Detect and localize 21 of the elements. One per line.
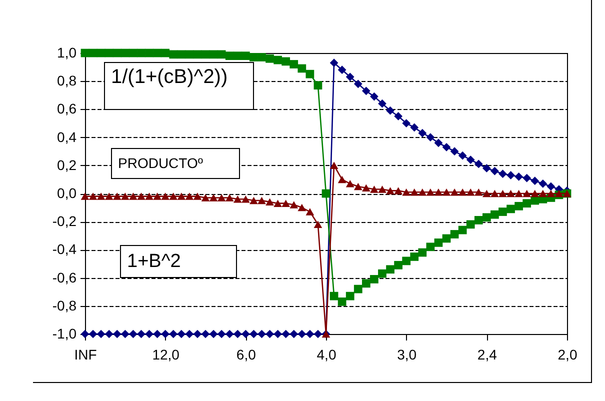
y-tick-label: -0,8 [52, 297, 77, 314]
y-tick-label: 0,0 [57, 185, 77, 201]
text-box: PRODUCTOº [111, 148, 240, 179]
x-tick-label: INF [74, 346, 97, 362]
y-tick-label: 0,4 [57, 128, 77, 145]
x-tick-label: 2,0 [558, 346, 578, 362]
x-tick-label: 4,0 [316, 346, 336, 362]
x-tick-label: 6,0 [236, 346, 256, 362]
x-tick-label: 2,4 [477, 346, 498, 362]
y-tick-label: -1,0 [52, 326, 77, 342]
y-tick-label: 0,2 [57, 156, 77, 173]
y-tick-label: 0,8 [57, 72, 77, 89]
y-tick-label: -0,4 [52, 241, 77, 258]
y-tick-label: -0,6 [52, 269, 77, 286]
x-tick-label: 3,0 [397, 346, 417, 362]
y-tick-label: 0,6 [57, 100, 77, 117]
y-tick-label: -0,2 [52, 213, 77, 230]
text-box: 1/(1+(cB)^2)) [104, 62, 254, 110]
text-box: 1+B^2 [120, 245, 237, 278]
x-tick-label: 12,0 [152, 346, 180, 362]
y-tick-label: 1,0 [57, 44, 77, 60]
